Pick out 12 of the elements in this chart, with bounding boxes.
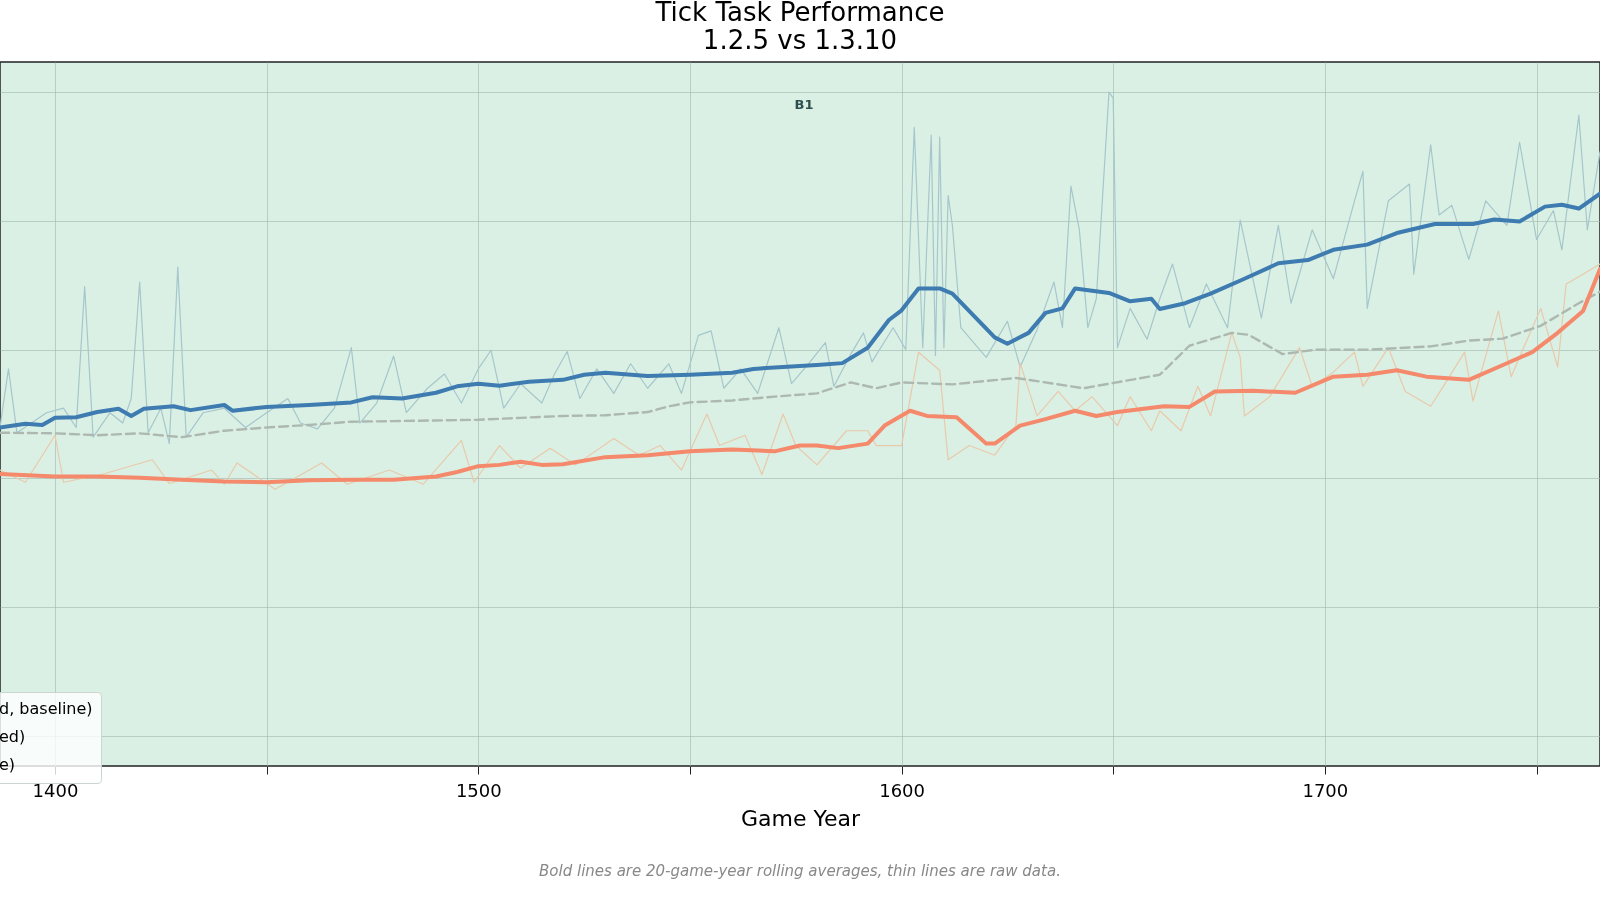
x-tick-label: 1600 xyxy=(879,779,925,801)
annotation: ed) xyxy=(0,726,27,748)
annotation: d, baseline) xyxy=(0,698,93,720)
annotation: B1 xyxy=(794,97,814,112)
text: e) xyxy=(0,754,17,776)
text: Bold lines are 20-game-year rolling averages, thin lines are raw data. xyxy=(538,862,1062,880)
chart-title: Tick Task Performance xyxy=(654,0,945,27)
x-axis-title: Game Year xyxy=(740,805,861,831)
chart-subtitle: 1.2.5 vs 1.3.10 xyxy=(702,25,898,55)
x-tick-label: 1700 xyxy=(1302,779,1349,801)
x-tick-label: 1400 xyxy=(32,779,79,801)
x-tick-label: 1500 xyxy=(455,779,502,801)
